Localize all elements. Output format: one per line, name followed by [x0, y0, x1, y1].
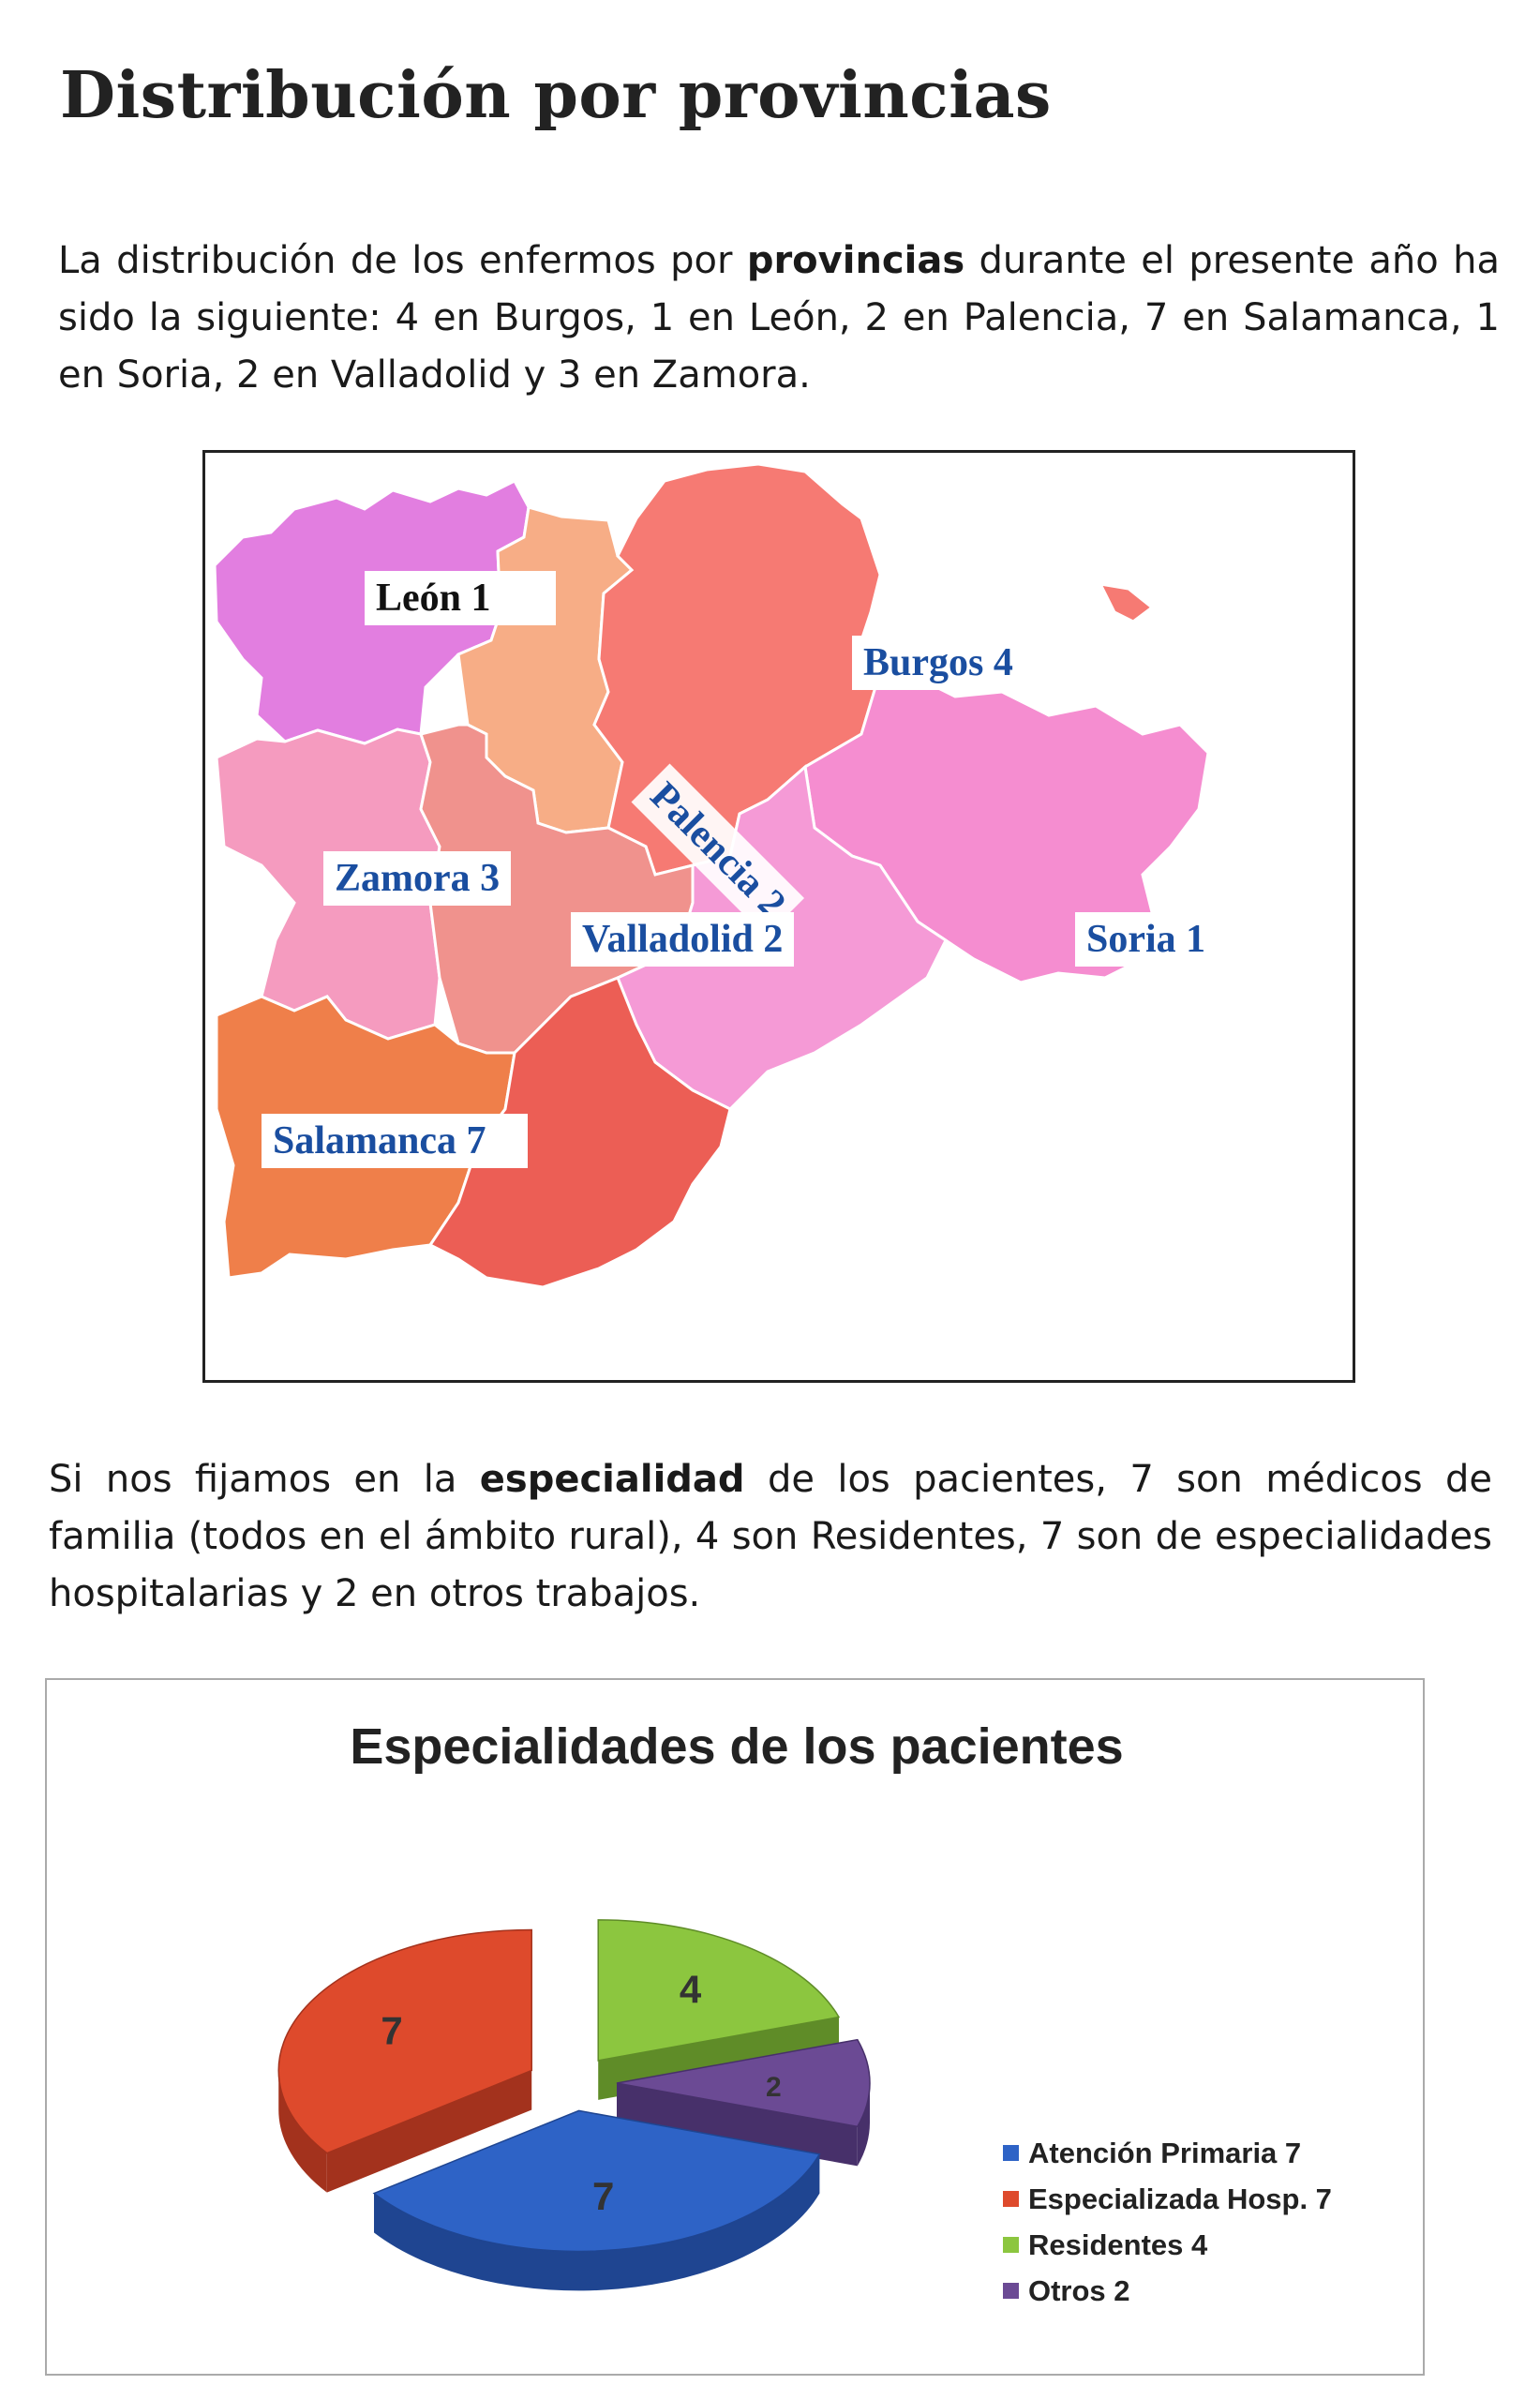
- legend-label: Residentes 4: [1028, 2228, 1208, 2261]
- legend-label: Atención Primaria 7: [1028, 2136, 1302, 2169]
- pie-slice-otros: 2: [616, 2038, 871, 2167]
- pie-slice-atenci-n-primaria: 7: [372, 2109, 821, 2291]
- legend-item: Residentes 4: [1003, 2222, 1332, 2268]
- label-soria: Soria 1: [1075, 912, 1257, 967]
- legend-swatch: [1003, 2191, 1019, 2207]
- label-valladolid: Valladolid 2: [571, 912, 795, 967]
- label-burgos: Burgos 4: [852, 636, 1024, 690]
- intro-text-bold: provincias: [746, 239, 965, 282]
- intro-paragraph: La distribución de los enfermos por prov…: [58, 232, 1500, 404]
- legend-label: Especializada Hosp. 7: [1028, 2182, 1332, 2215]
- pie-chart: Especialidades de los pacientes 4 7 2 7 Ate…: [45, 1678, 1425, 2376]
- specialty-text-pre: Si nos fijamos en la: [49, 1458, 480, 1501]
- legend-item: Especializada Hosp. 7: [1003, 2176, 1332, 2222]
- chart-legend: Atención Primaria 7 Especializada Hosp. 7…: [1003, 2130, 1332, 2314]
- pie-svg: 4 7 2 7: [277, 1919, 871, 2291]
- legend-item: Atención Primaria 7: [1003, 2130, 1332, 2176]
- label-zamora: Zamora 3: [323, 851, 512, 906]
- legend-item: Otros 2: [1003, 2268, 1332, 2314]
- pie-slice-especializada-hosp: 7: [277, 1928, 532, 2193]
- legend-swatch: [1003, 2283, 1019, 2299]
- pie-data-label: 7: [381, 2008, 402, 2052]
- pie-data-label: 7: [592, 2174, 614, 2218]
- map-svg: [213, 462, 1210, 1289]
- intro-text-pre: La distribución de los enfermos por: [58, 239, 747, 282]
- legend-swatch: [1003, 2237, 1019, 2253]
- legend-label: Otros 2: [1028, 2273, 1130, 2307]
- pie-data-label: 4: [680, 1968, 702, 2012]
- region-avila: [427, 976, 732, 1289]
- pie-data-label: 2: [766, 2072, 782, 2103]
- intro-text-post: durante el presente año ha sido la sigui…: [58, 239, 1501, 397]
- label-salamanca: Salamanca 7: [262, 1114, 528, 1168]
- page-title: Distribución por provincias: [60, 58, 1052, 133]
- specialty-text-post: de los pacientes, 7 son médicos de famil…: [49, 1458, 1492, 1615]
- label-leon: León 1: [365, 571, 556, 625]
- specialty-paragraph: Si nos fijamos en la especialidad de los…: [49, 1451, 1492, 1623]
- legend-swatch: [1003, 2145, 1019, 2161]
- specialty-text-bold: especialidad: [479, 1458, 745, 1501]
- chart-title: Especialidades de los pacientes: [350, 1718, 1124, 1775]
- province-map: León 1 Burgos 4 Palencia 2 Zamora 3 Vall…: [202, 450, 1355, 1383]
